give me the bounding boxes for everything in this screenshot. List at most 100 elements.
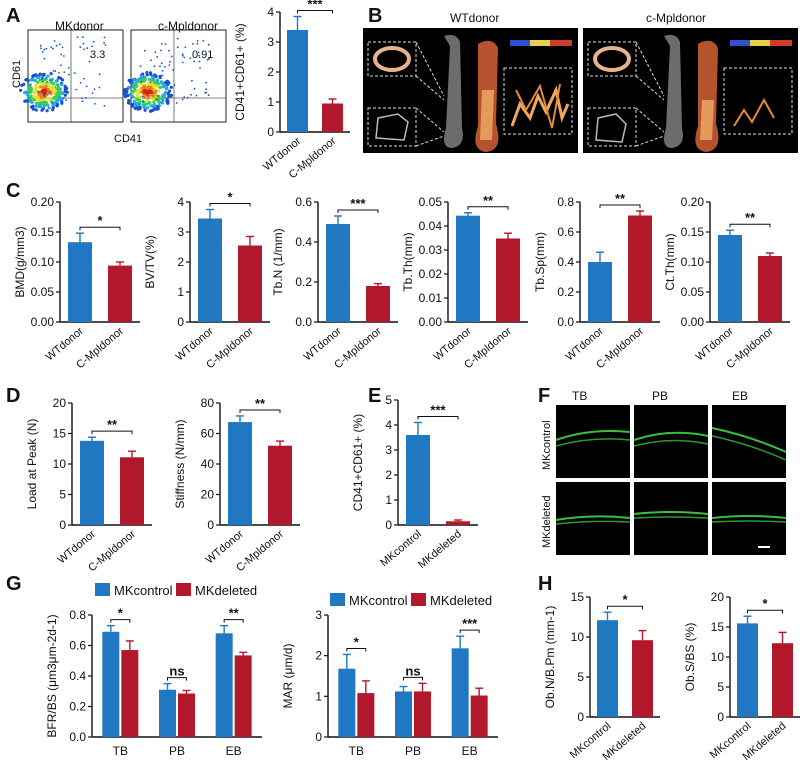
y-tick-label: 5 xyxy=(59,488,66,502)
fluor-col-tb: TB xyxy=(572,389,587,403)
y-tick-label: 3 xyxy=(177,225,184,239)
flow-dot xyxy=(43,48,46,51)
flow-dot xyxy=(208,57,211,60)
flow-dot xyxy=(145,99,149,103)
y-tick-label: 0.2 xyxy=(557,285,574,299)
flow-dot xyxy=(30,78,34,82)
scale-bar xyxy=(758,546,770,548)
flow-dot xyxy=(126,101,131,105)
y-tick-label: 0.01 xyxy=(419,291,443,305)
flow-dot xyxy=(62,97,65,100)
flow-dot xyxy=(154,74,158,78)
flow-left-title: MKdonor xyxy=(55,19,104,33)
flow-dot xyxy=(198,54,201,57)
y-tick-label: 3 xyxy=(385,443,392,457)
flow-dot xyxy=(39,81,43,85)
bar xyxy=(357,693,375,737)
flow-dot xyxy=(48,91,51,94)
flow-dot xyxy=(46,87,51,91)
flow-dot xyxy=(44,84,48,89)
y-tick-label: 5 xyxy=(717,680,724,694)
panel-label-d: D xyxy=(6,385,20,407)
flow-dot xyxy=(65,99,67,101)
flow-dot xyxy=(130,90,134,94)
sig-bracket xyxy=(110,619,131,623)
flow-dot xyxy=(37,103,42,107)
x-tick-label: PB xyxy=(169,744,185,758)
flow-dot xyxy=(58,43,61,46)
flow-dot xyxy=(32,98,36,102)
flow-dot xyxy=(205,88,208,91)
flow-dot xyxy=(149,81,152,84)
flow-dot xyxy=(141,95,144,98)
y-tick-label: 0.03 xyxy=(419,243,443,257)
flow-dot xyxy=(93,88,96,91)
sig-bracket xyxy=(747,609,783,614)
flow-dot xyxy=(151,94,156,98)
bar xyxy=(287,30,308,132)
fluor-col-pb: PB xyxy=(652,389,668,403)
flow-dot xyxy=(81,36,84,39)
flow-dot xyxy=(205,81,207,84)
bar xyxy=(414,691,431,737)
flow-dot xyxy=(51,106,55,110)
bar xyxy=(178,693,195,737)
flow-dot xyxy=(29,87,33,91)
flow-dot xyxy=(28,99,32,103)
flow-dot xyxy=(52,47,54,50)
y-tick-label: 0.6 xyxy=(69,639,86,653)
bar xyxy=(718,235,742,322)
flow-dot xyxy=(168,89,172,93)
flow-dot xyxy=(161,97,165,101)
legend-swatch-control-2 xyxy=(330,593,345,606)
y-tick-label: 20 xyxy=(53,396,67,410)
bar xyxy=(446,521,470,525)
flow-dot xyxy=(161,74,164,77)
y-tick-label: 0 xyxy=(577,710,584,724)
flow-dot xyxy=(24,78,28,82)
flow-dot xyxy=(34,104,38,108)
sig-bracket xyxy=(599,204,641,208)
panel-label-c: C xyxy=(6,180,20,202)
flow-dot xyxy=(195,94,198,97)
flow-dot xyxy=(23,91,27,95)
y-tick-label: 0.05 xyxy=(419,195,443,209)
bar xyxy=(628,215,652,322)
flow-dot xyxy=(148,101,152,105)
flow-dot xyxy=(147,77,151,81)
flow-dot xyxy=(149,104,153,108)
y-tick-label: 0.20 xyxy=(681,195,705,209)
y-tick-label: 0.10 xyxy=(681,255,705,269)
flow-dot xyxy=(143,108,147,112)
flow-dot xyxy=(34,87,38,91)
flow-dot xyxy=(51,103,55,107)
flow-dot xyxy=(127,78,132,83)
x-tick-label: TB xyxy=(113,744,128,758)
bar xyxy=(456,215,480,322)
flow-dot xyxy=(175,102,178,104)
flow-dot xyxy=(148,93,152,97)
sig-label: ns xyxy=(169,664,184,679)
flow-dot xyxy=(26,96,30,100)
fluor-col-eb: EB xyxy=(732,389,748,403)
flow-dot xyxy=(130,104,135,108)
y-tick-label: 0.2 xyxy=(295,275,312,289)
flow-dot xyxy=(103,36,106,39)
y-tick-label: 80 xyxy=(201,396,215,410)
panel-label-g: G xyxy=(6,573,22,595)
bar xyxy=(198,218,222,322)
bar xyxy=(234,655,252,737)
flow-dot xyxy=(169,93,174,97)
flow-dot xyxy=(68,73,70,76)
bar xyxy=(772,643,793,717)
y-tick-label: 3 xyxy=(315,608,322,622)
flow-cytometry-plots: MKdonor c-Mpldonor 3.3 0.91 CD41 CD61 xyxy=(11,19,227,145)
flow-dot xyxy=(168,64,171,66)
flow-dot xyxy=(139,65,142,67)
flow-dot xyxy=(42,73,46,77)
bar xyxy=(121,650,139,737)
bar xyxy=(80,440,104,525)
flow-dot xyxy=(148,71,153,75)
flow-dot xyxy=(42,97,47,102)
y-tick-label: 10 xyxy=(711,650,725,664)
